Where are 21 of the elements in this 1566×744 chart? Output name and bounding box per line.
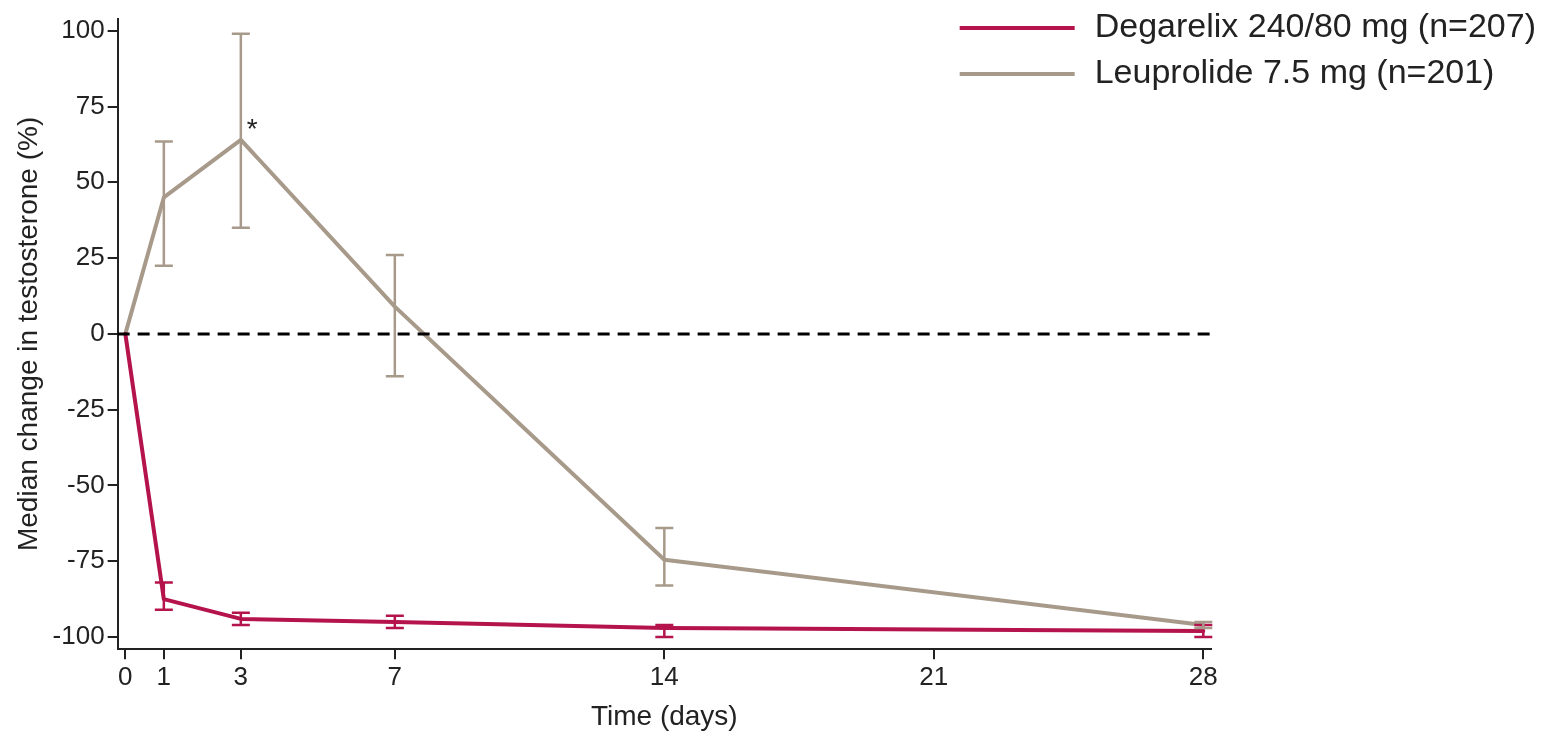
y-tick-label: 75 (75, 89, 105, 120)
legend-label: Leuprolide 7.5 mg (n=201) (1094, 52, 1495, 91)
x-tick-label: 3 (233, 660, 249, 691)
x-tick-label: 1 (156, 660, 172, 691)
x-tick-label: 28 (1188, 660, 1218, 691)
x-tick-label: 0 (118, 660, 133, 691)
x-tick-label: 7 (387, 660, 403, 691)
y-tick-label: 50 (75, 165, 105, 196)
legend-label: Degarelix 240/80 mg (n=207) (1094, 6, 1537, 45)
y-tick-label: 0 (90, 317, 105, 348)
y-tick-label: -100 (52, 620, 105, 651)
y-tick-label: -50 (67, 468, 105, 499)
annotation: * (246, 112, 258, 144)
y-tick-label: 100 (61, 13, 105, 44)
x-tick-label: 14 (649, 660, 679, 691)
x-axis-title: Time (days) (590, 699, 738, 731)
y-tick-label: -25 (67, 392, 105, 423)
y-tick-label: 25 (75, 241, 105, 272)
y-tick-label: -75 (67, 544, 105, 575)
y-axis-title: Median change in testosterone (%) (11, 116, 43, 552)
x-tick-label: 21 (919, 660, 949, 691)
